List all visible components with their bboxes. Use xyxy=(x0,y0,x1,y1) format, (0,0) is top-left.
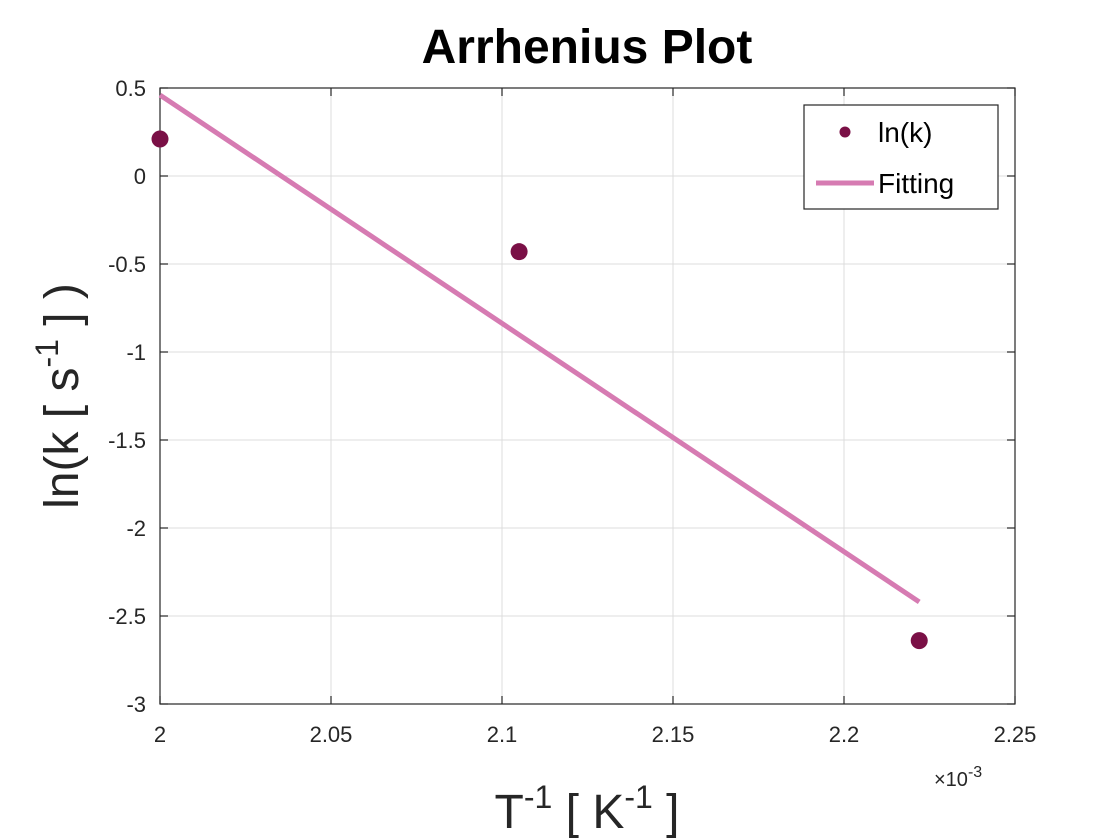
x-tick-label: 2.1 xyxy=(487,722,518,747)
y-tick-label: -3 xyxy=(126,692,146,717)
x-axis-label-unit-sup: -1 xyxy=(624,779,652,815)
y-axis-label: ln(k [ s-1 ] ) xyxy=(29,283,89,509)
y-axis-label-close: ] ) xyxy=(36,283,89,339)
y-axis-label-sup: -1 xyxy=(29,339,65,367)
x-tick-label: 2.2 xyxy=(829,722,860,747)
legend-box xyxy=(803,104,999,210)
x-axis-label-sup: -1 xyxy=(524,779,552,815)
y-axis-label-base: ln(k [ s xyxy=(36,368,89,509)
x-tick-labels: 2 2.05 2.1 2.15 2.2 2.25 xyxy=(154,722,1037,747)
y-tick-label: 0 xyxy=(134,164,146,189)
data-series xyxy=(151,92,928,650)
x-axis-label-close: ] xyxy=(653,786,680,839)
y-tick-label: 0.5 xyxy=(115,76,146,101)
y-tick-label: -0.5 xyxy=(108,252,146,277)
data-point xyxy=(910,632,928,650)
legend: ln(k) Fitting xyxy=(803,104,999,210)
data-point xyxy=(151,130,169,148)
x-tick-label: 2.25 xyxy=(994,722,1037,747)
x-tick-label: 2 xyxy=(154,722,166,747)
legend-label-lnk: ln(k) xyxy=(878,117,932,148)
x-exponent-base: ×10 xyxy=(934,769,968,791)
data-point xyxy=(510,243,528,261)
fitting-line xyxy=(158,92,921,604)
chart-title: Arrhenius Plot xyxy=(422,21,753,74)
y-tick-label: -2 xyxy=(126,516,146,541)
axis-ticks xyxy=(159,87,1016,705)
legend-label-fitting: Fitting xyxy=(878,168,954,199)
y-tick-label: -1.5 xyxy=(108,428,146,453)
y-tick-label: -1 xyxy=(126,340,146,365)
x-exponent-label: ×10-3 xyxy=(934,764,982,791)
x-axis-label-unit: [ K xyxy=(552,786,624,839)
x-exponent-power: -3 xyxy=(968,764,982,781)
grid-lines xyxy=(160,88,1015,704)
y-tick-label: -2.5 xyxy=(108,604,146,629)
x-axis-label: T-1 [ K-1 ] xyxy=(495,779,680,839)
x-tick-label: 2.15 xyxy=(652,722,695,747)
legend-marker-lnk xyxy=(839,126,851,138)
plot-area-frame xyxy=(159,87,1016,705)
x-axis-label-base: T xyxy=(495,786,524,839)
y-tick-labels: 0.5 0 -0.5 -1 -1.5 -2 -2.5 -3 xyxy=(108,76,146,717)
x-tick-label: 2.05 xyxy=(310,722,353,747)
